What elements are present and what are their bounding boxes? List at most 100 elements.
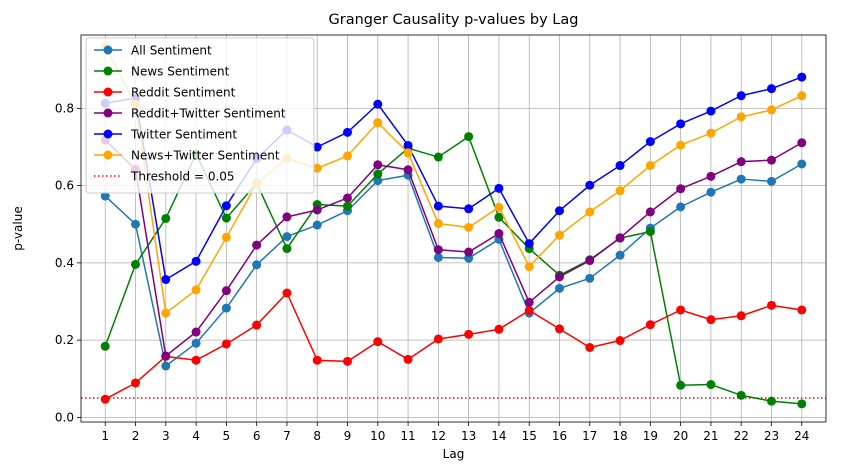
legend-entry: News Sentiment [94,65,230,79]
data-point [100,394,110,404]
data-point [585,342,595,352]
data-point [252,240,262,250]
data-point [191,338,201,348]
data-point [676,202,686,212]
y-tick-label: 0.2 [55,333,74,347]
data-point [312,355,322,365]
x-tick-label: 3 [162,429,170,443]
data-point [100,341,110,351]
data-point [585,180,595,190]
data-point [736,390,746,400]
data-point [100,191,110,201]
data-point [615,233,625,243]
y-tick-label: 0.6 [55,179,74,193]
x-tick-label: 16 [552,429,567,443]
data-point [736,91,746,101]
data-point [766,396,776,406]
data-point [524,239,534,249]
y-axis-title: p-value [11,206,25,250]
data-point [615,336,625,346]
x-tick-label: 20 [673,429,688,443]
data-point [433,334,443,344]
data-point [373,337,383,347]
series-line [104,46,803,314]
data-point [464,253,474,263]
legend-marker [103,66,113,76]
legend-label: Reddit Sentiment [131,86,236,100]
series-layer [100,42,807,409]
x-tick-label: 17 [582,429,597,443]
data-point [312,142,322,152]
x-tick-label: 6 [253,429,261,443]
x-tick-label: 7 [283,429,291,443]
data-point [494,324,504,334]
data-point [343,151,353,161]
data-point [191,327,201,337]
legend-label: All Sentiment [131,44,212,58]
series-line [104,135,802,405]
data-point [766,300,776,310]
legend-label: News Sentiment [131,65,230,79]
data-point [312,205,322,215]
data-point [464,204,474,214]
data-point [433,152,443,162]
data-point [161,361,171,371]
data-point [797,138,807,148]
series-0 [100,159,807,371]
data-point [403,148,413,158]
legend-label: Threshold = 0.05 [130,170,235,184]
data-point [706,315,716,325]
data-point [403,140,413,150]
legend: All Sentiment News Sentiment Reddit Sentim… [85,37,315,194]
legend-label: Twitter Sentiment [130,128,237,142]
data-point [676,305,686,315]
data-point [645,161,655,171]
x-tick-label: 4 [192,429,200,443]
data-point [161,351,171,361]
data-point [433,218,443,228]
y-tick-label: 0.0 [55,410,74,424]
legend-entry: Threshold = 0.05 [94,170,235,184]
data-point [373,160,383,170]
data-point [706,171,716,181]
x-tick-label: 18 [612,429,627,443]
x-tick-label: 22 [734,429,749,443]
x-tick-label: 24 [794,429,809,443]
data-point [554,324,564,334]
data-point [282,244,292,254]
data-point [706,187,716,197]
data-point [433,201,443,211]
data-point [706,128,716,138]
legend-label: News+Twitter Sentiment [131,149,280,163]
legend-marker [103,150,113,160]
legend-entry: All Sentiment [94,44,212,58]
data-point [312,163,322,173]
data-point [282,288,292,298]
data-point [645,227,655,237]
data-point [615,250,625,260]
data-point [706,380,716,390]
data-point [645,207,655,217]
data-point [706,106,716,116]
data-point [585,256,595,266]
data-point [221,201,231,211]
data-point [494,212,504,222]
data-point [615,186,625,196]
data-point [403,354,413,364]
data-point [343,193,353,203]
series-3 [100,135,807,361]
data-point [464,329,474,339]
data-point [433,245,443,255]
series-line [104,139,803,357]
data-point [645,137,655,147]
x-tick-label: 1 [101,429,109,443]
data-point [585,207,595,217]
data-point [676,380,686,390]
plot-frame [80,34,827,423]
data-point [252,320,262,330]
x-tick-label: 2 [132,429,140,443]
data-point [131,378,141,388]
data-point [282,232,292,242]
legend-box [85,37,315,194]
data-point [191,355,201,365]
